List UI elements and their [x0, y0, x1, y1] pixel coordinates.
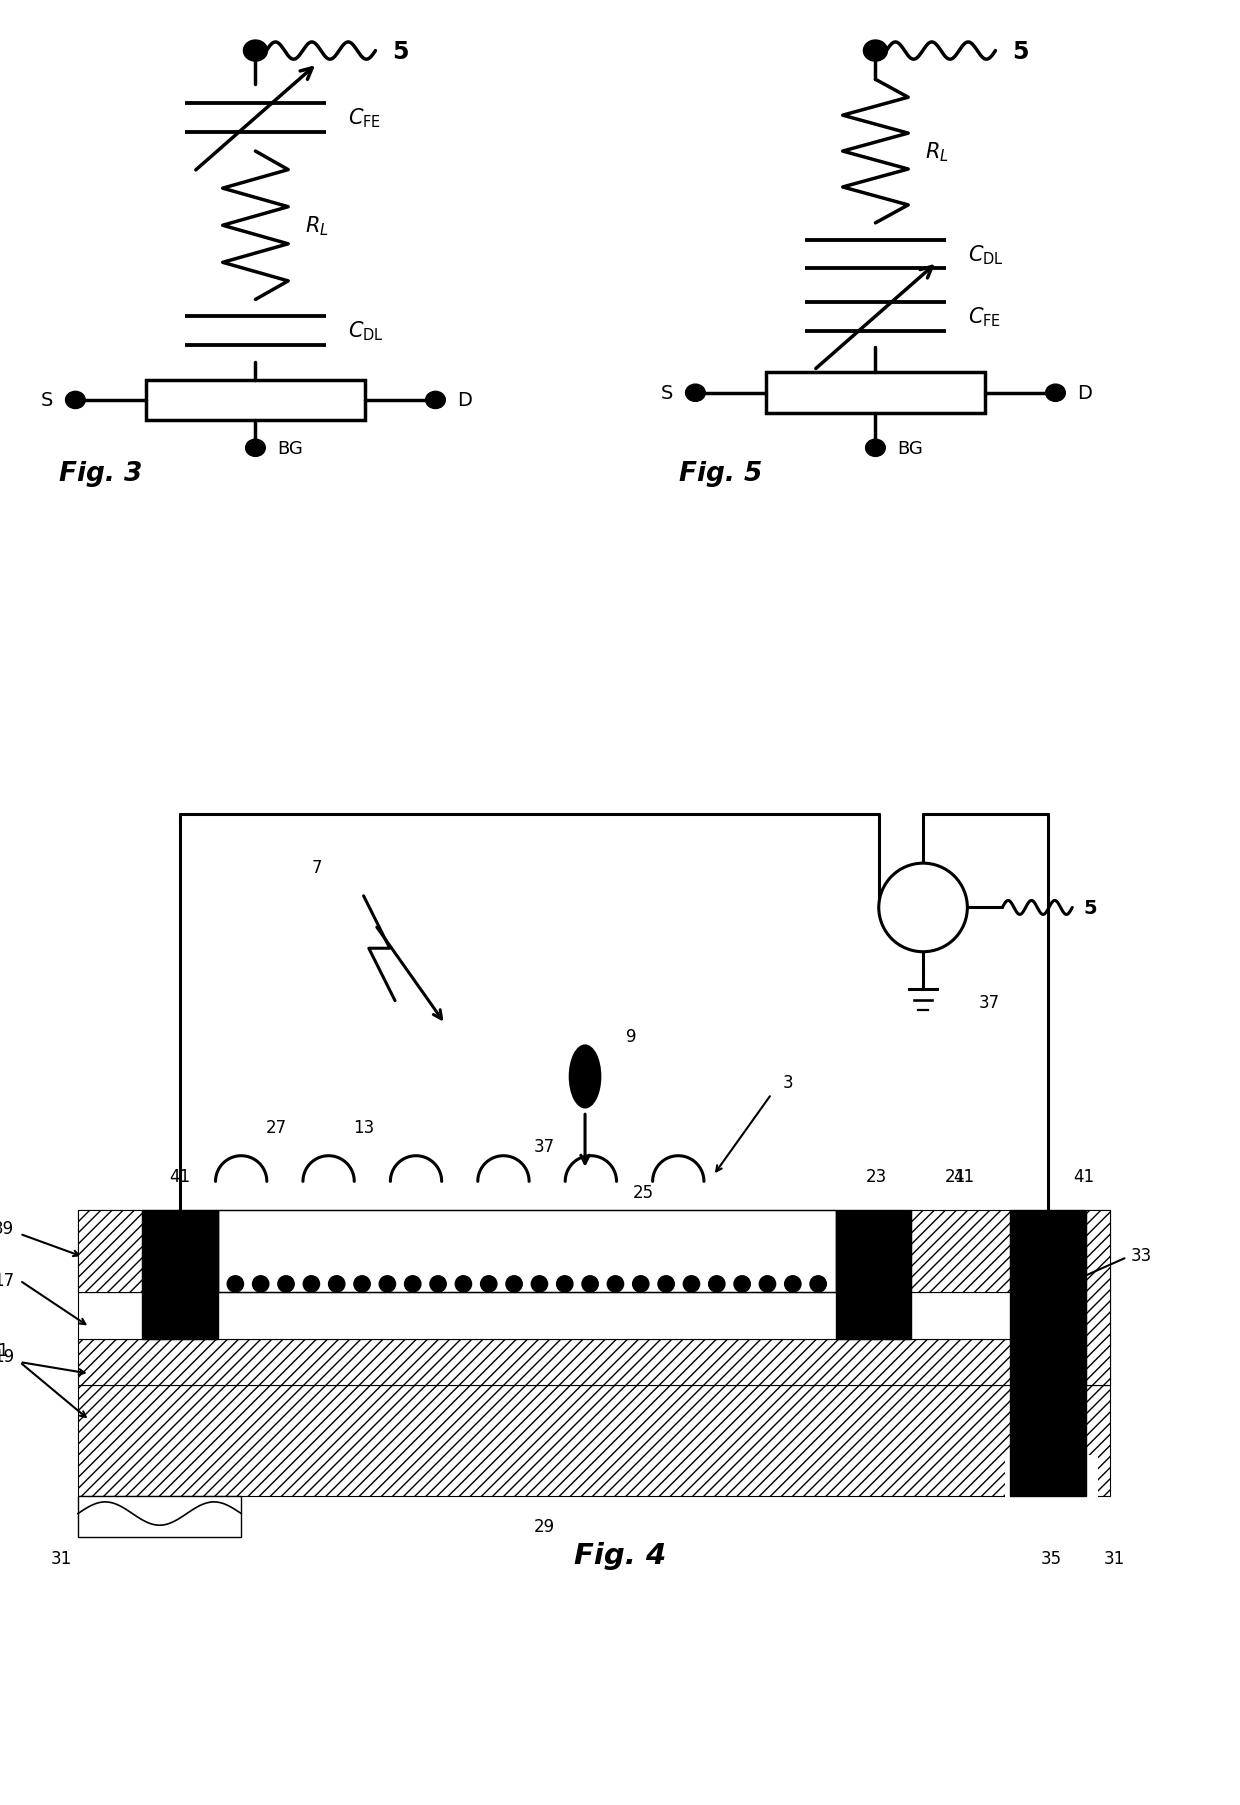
Circle shape	[658, 1276, 675, 1292]
Text: $R_L$: $R_L$	[925, 141, 949, 164]
Bar	[146, 381, 365, 421]
Circle shape	[866, 440, 885, 457]
Text: $C_{\rm FE}$: $C_{\rm FE}$	[348, 106, 382, 130]
Text: +: +	[900, 899, 916, 917]
Text: 39: 39	[0, 1220, 14, 1236]
Bar	[1086, 1211, 1110, 1386]
Circle shape	[785, 1276, 801, 1292]
Text: 41: 41	[954, 1168, 975, 1186]
Bar	[1011, 1211, 1086, 1496]
Text: 5: 5	[392, 40, 408, 63]
Circle shape	[557, 1276, 573, 1292]
Circle shape	[304, 1276, 320, 1292]
Text: 17: 17	[0, 1273, 14, 1291]
Circle shape	[810, 1276, 826, 1292]
Text: 37: 37	[533, 1137, 554, 1155]
Circle shape	[246, 440, 265, 457]
Text: 31: 31	[51, 1549, 72, 1567]
Text: $C_{\rm DL}$: $C_{\rm DL}$	[968, 244, 1004, 267]
Circle shape	[425, 392, 445, 410]
Bar	[78, 1292, 1110, 1339]
Circle shape	[253, 1276, 269, 1292]
Circle shape	[734, 1276, 750, 1292]
Text: D: D	[1078, 384, 1092, 403]
Text: 1: 1	[0, 1341, 7, 1359]
Text: 31: 31	[1104, 1549, 1125, 1567]
Bar	[836, 1211, 911, 1339]
Text: D: D	[458, 392, 472, 410]
Circle shape	[455, 1276, 471, 1292]
Text: 13: 13	[353, 1117, 374, 1135]
Circle shape	[430, 1276, 446, 1292]
Bar	[78, 1339, 1110, 1386]
Text: 35: 35	[1040, 1549, 1061, 1567]
Text: Fig. 3: Fig. 3	[60, 460, 143, 487]
Text: $C_{\rm DL}$: $C_{\rm DL}$	[348, 319, 384, 343]
Circle shape	[759, 1276, 776, 1292]
Circle shape	[329, 1276, 345, 1292]
Text: BG: BG	[898, 440, 923, 457]
Bar	[78, 1386, 1110, 1496]
Text: 29: 29	[533, 1518, 554, 1536]
Bar	[78, 1211, 143, 1292]
Circle shape	[608, 1276, 624, 1292]
Circle shape	[632, 1276, 649, 1292]
Circle shape	[353, 1276, 371, 1292]
Text: 41: 41	[170, 1168, 191, 1186]
Circle shape	[506, 1276, 522, 1292]
Text: S: S	[661, 384, 673, 403]
Circle shape	[582, 1276, 598, 1292]
Text: 33: 33	[1131, 1245, 1152, 1263]
Circle shape	[1045, 384, 1065, 403]
Bar	[78, 1211, 218, 1292]
Text: 9: 9	[626, 1027, 636, 1045]
Text: 5: 5	[1084, 899, 1097, 917]
Circle shape	[278, 1276, 294, 1292]
Circle shape	[66, 392, 86, 410]
Circle shape	[243, 42, 268, 61]
Bar	[1052, 1455, 1097, 1538]
Text: −: −	[930, 897, 947, 919]
Text: 23: 23	[866, 1168, 887, 1186]
Text: BG: BG	[278, 440, 303, 457]
Bar	[1004, 1455, 1092, 1538]
Bar	[1086, 1211, 1110, 1292]
Text: Fig. 5: Fig. 5	[680, 460, 763, 487]
Circle shape	[531, 1276, 548, 1292]
Bar	[218, 1211, 836, 1292]
Text: 37: 37	[980, 993, 1001, 1011]
Text: $R_L$: $R_L$	[305, 215, 329, 238]
Circle shape	[379, 1276, 396, 1292]
Circle shape	[863, 42, 888, 61]
Bar	[78, 1496, 241, 1538]
Circle shape	[686, 384, 706, 403]
Text: 41: 41	[1073, 1168, 1094, 1186]
Ellipse shape	[569, 1045, 601, 1108]
Circle shape	[879, 863, 967, 953]
Bar	[766, 374, 985, 413]
Text: 21: 21	[945, 1168, 966, 1186]
Text: 5: 5	[1012, 40, 1028, 63]
Bar	[143, 1211, 218, 1339]
Bar	[218, 1211, 836, 1292]
Text: S: S	[41, 392, 53, 410]
Text: 3: 3	[784, 1074, 794, 1092]
Text: 19: 19	[0, 1348, 14, 1365]
Circle shape	[227, 1276, 243, 1292]
Text: 25: 25	[632, 1184, 653, 1202]
Text: $C_{\rm FE}$: $C_{\rm FE}$	[968, 305, 1002, 329]
Text: Fig. 4: Fig. 4	[574, 1541, 666, 1570]
Circle shape	[481, 1276, 497, 1292]
Text: 27: 27	[265, 1117, 286, 1135]
Text: 7: 7	[311, 857, 322, 875]
Circle shape	[404, 1276, 420, 1292]
Bar	[911, 1211, 1011, 1292]
Circle shape	[708, 1276, 725, 1292]
Circle shape	[683, 1276, 699, 1292]
